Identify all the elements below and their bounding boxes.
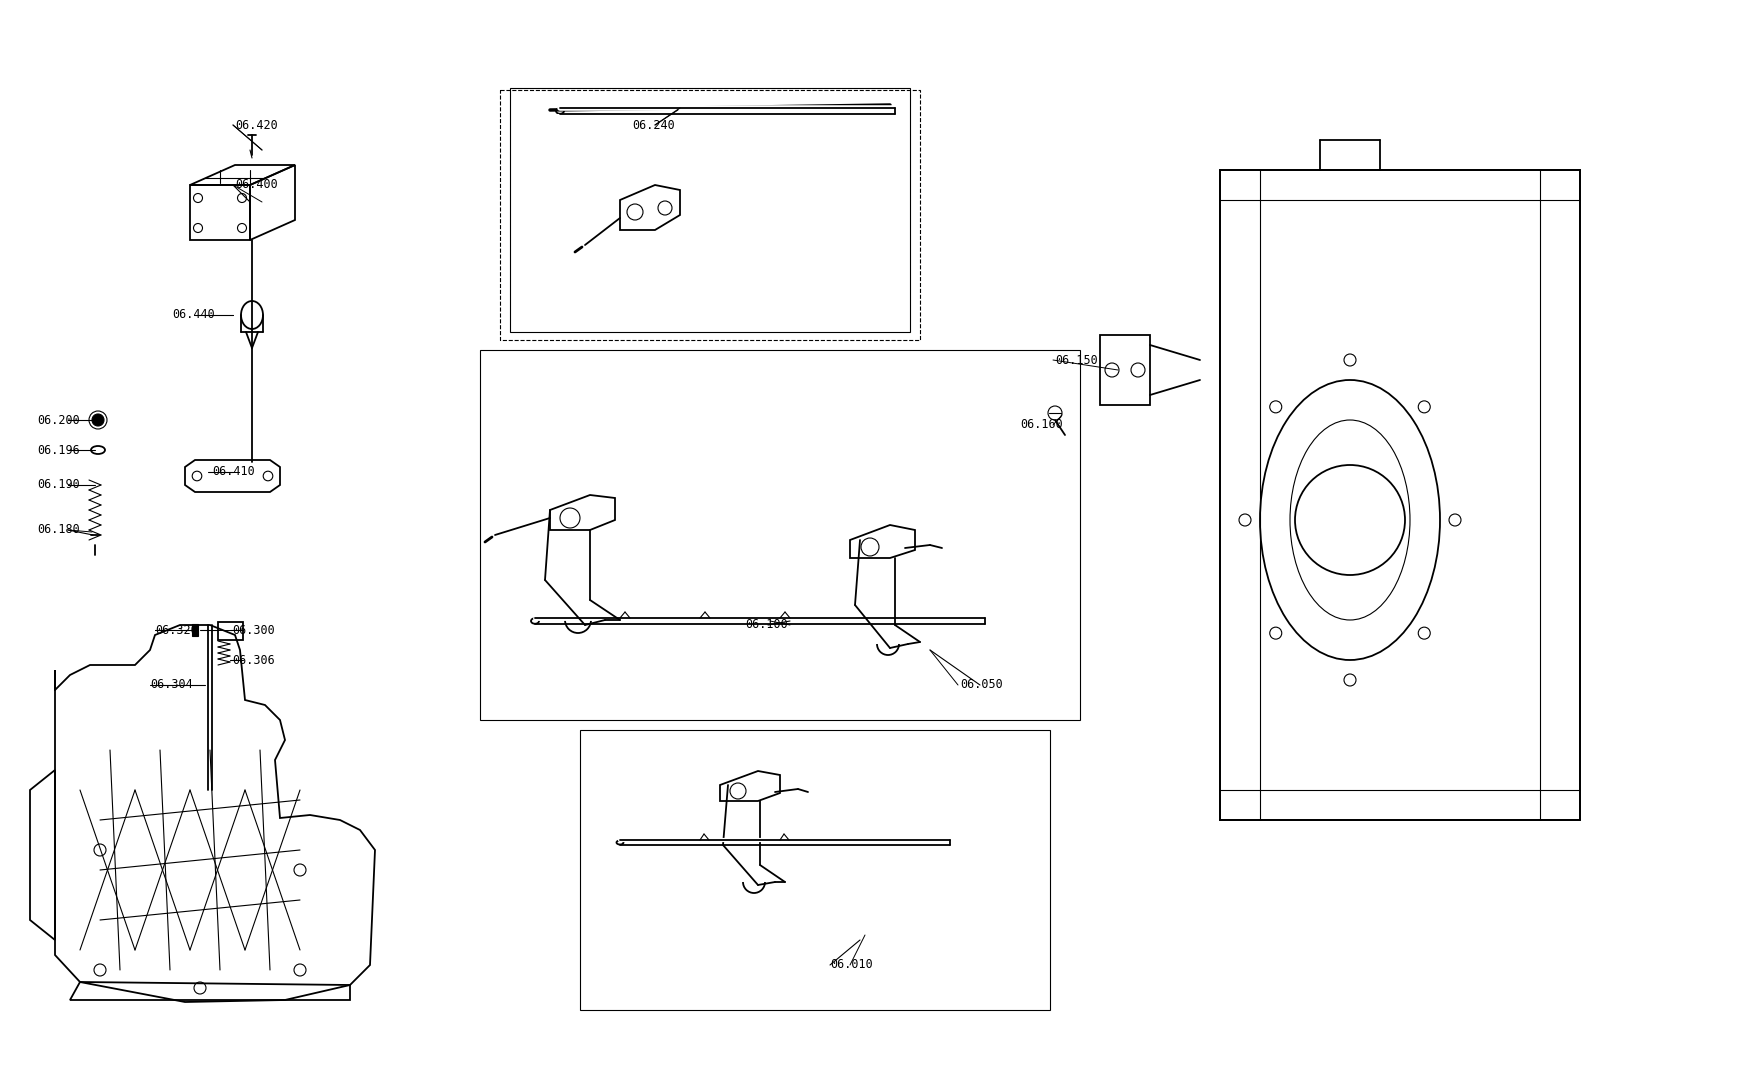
Ellipse shape (616, 841, 623, 844)
Text: 06.300: 06.300 (231, 624, 275, 637)
Text: 06.304: 06.304 (150, 678, 193, 691)
Text: 06.440: 06.440 (172, 308, 214, 321)
Text: 06.320: 06.320 (155, 624, 198, 637)
Text: 06.420: 06.420 (235, 119, 278, 132)
Text: 06.200: 06.200 (37, 413, 80, 427)
Text: 06.306: 06.306 (231, 654, 275, 667)
Ellipse shape (530, 618, 539, 624)
Bar (217, 622, 243, 640)
Text: 06.100: 06.100 (744, 618, 788, 631)
Text: 06.160: 06.160 (1019, 418, 1063, 431)
Text: 06.150: 06.150 (1054, 353, 1097, 367)
Text: 06.240: 06.240 (631, 119, 675, 132)
Bar (191, 624, 198, 636)
Text: 06.410: 06.410 (212, 465, 254, 478)
Text: 06.050: 06.050 (960, 678, 1002, 691)
Text: 06.010: 06.010 (830, 959, 873, 972)
Ellipse shape (556, 108, 563, 113)
Text: 06.190: 06.190 (37, 478, 80, 491)
Text: 06.180: 06.180 (37, 523, 80, 536)
Text: 06.196: 06.196 (37, 443, 80, 457)
Circle shape (92, 414, 104, 426)
Text: 06.400: 06.400 (235, 179, 278, 192)
